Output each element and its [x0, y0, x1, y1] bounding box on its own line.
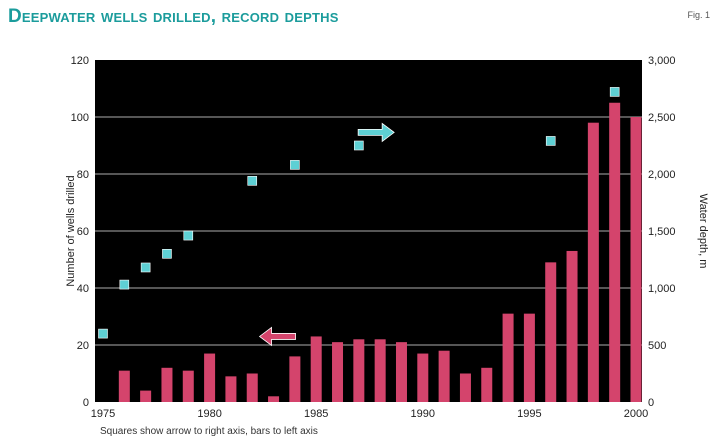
y2-tick-label: 1,000	[648, 283, 676, 295]
x-tick-labels: 1975 1980 1985 1990 1995 2000	[91, 408, 648, 420]
x-tick-label: 1975	[91, 408, 115, 420]
scatter-point	[354, 140, 364, 151]
bar	[246, 373, 258, 402]
bar	[438, 350, 450, 402]
y2-axis-label: Water depth, m	[697, 194, 709, 269]
bar	[332, 342, 344, 402]
bar	[566, 250, 578, 402]
x-tick-label: 1980	[197, 408, 221, 420]
bar	[523, 313, 535, 402]
scatter-series	[98, 87, 620, 339]
bar	[204, 353, 216, 402]
bar	[395, 342, 407, 402]
chart-footnote: Squares show arrow to right axis, bars t…	[100, 426, 318, 437]
x-tick-label: 1990	[411, 408, 435, 420]
y-tick-label: 20	[77, 340, 89, 352]
bar	[182, 370, 194, 402]
scatter-point	[545, 136, 556, 146]
bar	[459, 373, 471, 402]
bar	[417, 353, 429, 402]
y-tick-label: 100	[71, 112, 89, 124]
y2-tick-label: 500	[648, 340, 666, 352]
y-tick-label: 60	[77, 226, 89, 238]
bar	[353, 339, 365, 402]
y-axis-label: Number of wells drilled	[65, 175, 77, 286]
annotation-arrow-right	[357, 122, 395, 143]
chart-title: Deepwater wells drilled, record depths	[8, 6, 339, 27]
x-tick-label: 1995	[517, 408, 541, 420]
bar	[374, 339, 386, 402]
y2-tick-label: 2,000	[648, 169, 676, 181]
y-tick-labels: 0 20 40 60 80 100 120	[71, 55, 89, 409]
y2-tick-label: 2,500	[648, 112, 676, 124]
bar	[609, 102, 621, 402]
bar	[225, 376, 237, 402]
figure-label: Fig. 1	[687, 10, 710, 20]
bar	[502, 313, 514, 402]
bar	[289, 356, 301, 402]
bar	[630, 117, 642, 402]
bar-series	[118, 102, 642, 402]
y-tick-label: 120	[71, 55, 89, 67]
y2-tick-labels: 0 500 1,000 1,500 2,000 2,500 3,000	[648, 55, 676, 409]
x-tick-label: 2000	[624, 408, 648, 420]
bar	[587, 122, 599, 402]
scatter-point	[290, 160, 300, 170]
bar	[118, 370, 130, 402]
y2-tick-label: 0	[648, 397, 654, 409]
scatter-point	[140, 262, 151, 273]
bar	[140, 390, 152, 402]
scatter-point	[609, 87, 620, 97]
annotation-arrows	[258, 122, 395, 347]
scatter-point	[247, 176, 258, 186]
y2-tick-label: 3,000	[648, 55, 676, 67]
bar	[268, 396, 280, 402]
scatter-point	[183, 230, 194, 241]
scatter-point	[98, 328, 108, 339]
y-tick-label: 0	[83, 397, 89, 409]
y-tick-label: 80	[77, 169, 89, 181]
bar	[310, 336, 322, 402]
y2-tick-label: 1,500	[648, 226, 676, 238]
scatter-point	[162, 249, 172, 259]
scatter-point	[119, 279, 130, 290]
annotation-arrow-left	[258, 326, 296, 347]
bar	[161, 367, 173, 402]
y-tick-label: 40	[77, 283, 89, 295]
bar	[481, 367, 493, 402]
bar	[545, 262, 557, 402]
x-tick-label: 1985	[304, 408, 328, 420]
